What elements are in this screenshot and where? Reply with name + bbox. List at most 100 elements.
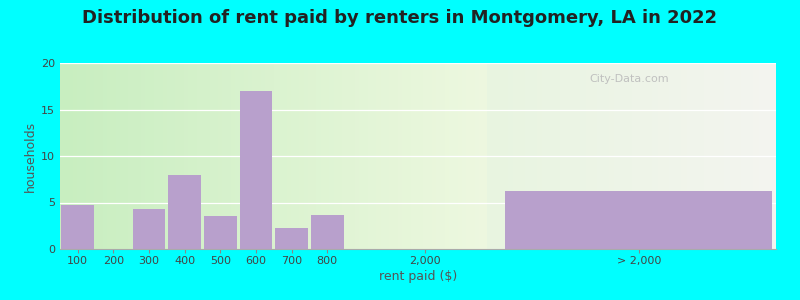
Bar — [252, 63, 257, 249]
Bar — [571, 63, 574, 249]
Bar — [275, 228, 308, 249]
Bar — [470, 63, 474, 249]
Bar — [142, 63, 146, 249]
Bar — [124, 63, 128, 249]
Bar — [634, 63, 638, 249]
Bar — [684, 63, 686, 249]
Bar — [150, 63, 154, 249]
Bar — [90, 63, 94, 249]
Bar — [248, 63, 252, 249]
Bar — [681, 63, 684, 249]
Bar — [368, 63, 372, 249]
Bar — [505, 63, 508, 249]
Bar — [756, 63, 758, 249]
Bar — [265, 63, 270, 249]
Bar — [736, 63, 738, 249]
Bar — [747, 63, 750, 249]
Bar — [643, 63, 646, 249]
Bar — [658, 63, 661, 249]
Bar — [414, 63, 419, 249]
Bar — [738, 63, 742, 249]
Bar — [239, 63, 244, 249]
Bar — [162, 63, 167, 249]
Bar — [385, 63, 389, 249]
Bar — [559, 63, 562, 249]
Bar — [663, 63, 666, 249]
Bar — [539, 63, 542, 249]
Bar — [487, 63, 490, 249]
Bar — [534, 63, 537, 249]
Bar — [180, 63, 184, 249]
Bar — [577, 63, 580, 249]
Bar — [168, 175, 201, 249]
Bar — [466, 63, 470, 249]
Bar — [530, 63, 534, 249]
Bar — [231, 63, 235, 249]
Bar — [620, 63, 623, 249]
Bar — [690, 63, 692, 249]
Bar — [597, 63, 600, 249]
Bar — [582, 63, 586, 249]
Bar — [568, 63, 571, 249]
Bar — [742, 63, 744, 249]
Bar — [458, 63, 462, 249]
Bar — [522, 63, 525, 249]
Bar — [632, 63, 634, 249]
Y-axis label: households: households — [24, 120, 37, 192]
Bar — [321, 63, 325, 249]
Bar — [77, 63, 82, 249]
Bar — [171, 63, 175, 249]
Bar — [274, 63, 278, 249]
Bar — [499, 63, 502, 249]
Bar — [519, 63, 522, 249]
Bar — [695, 63, 698, 249]
Bar — [154, 63, 158, 249]
Bar — [510, 63, 514, 249]
Bar — [727, 63, 730, 249]
Bar — [330, 63, 334, 249]
Bar — [64, 63, 69, 249]
Bar — [545, 63, 548, 249]
Bar — [98, 63, 102, 249]
Bar — [115, 63, 120, 249]
Bar — [591, 63, 594, 249]
Bar — [638, 63, 640, 249]
Bar — [516, 63, 519, 249]
Bar — [474, 63, 479, 249]
Bar — [261, 63, 265, 249]
Bar — [363, 63, 368, 249]
Bar — [214, 63, 218, 249]
Bar — [137, 63, 142, 249]
Bar — [600, 63, 603, 249]
Bar — [235, 63, 239, 249]
Bar — [82, 63, 86, 249]
Bar — [496, 63, 499, 249]
Bar — [133, 63, 137, 249]
Bar — [767, 63, 770, 249]
Bar — [750, 63, 753, 249]
Bar — [188, 63, 193, 249]
Bar — [698, 63, 701, 249]
Bar — [295, 63, 299, 249]
Bar — [291, 63, 295, 249]
Bar — [762, 63, 765, 249]
Bar — [706, 63, 710, 249]
Bar — [675, 63, 678, 249]
Bar — [355, 63, 359, 249]
Bar — [445, 63, 449, 249]
Bar — [721, 63, 724, 249]
Bar — [462, 63, 466, 249]
Bar — [432, 63, 436, 249]
Bar — [270, 63, 274, 249]
Bar — [611, 63, 614, 249]
Bar — [715, 63, 718, 249]
Bar — [770, 63, 773, 249]
Bar — [502, 63, 505, 249]
Bar — [334, 63, 338, 249]
Bar — [338, 63, 342, 249]
Bar — [86, 63, 90, 249]
Bar — [133, 209, 166, 249]
Bar — [218, 63, 222, 249]
Bar — [589, 63, 591, 249]
Bar — [372, 63, 376, 249]
